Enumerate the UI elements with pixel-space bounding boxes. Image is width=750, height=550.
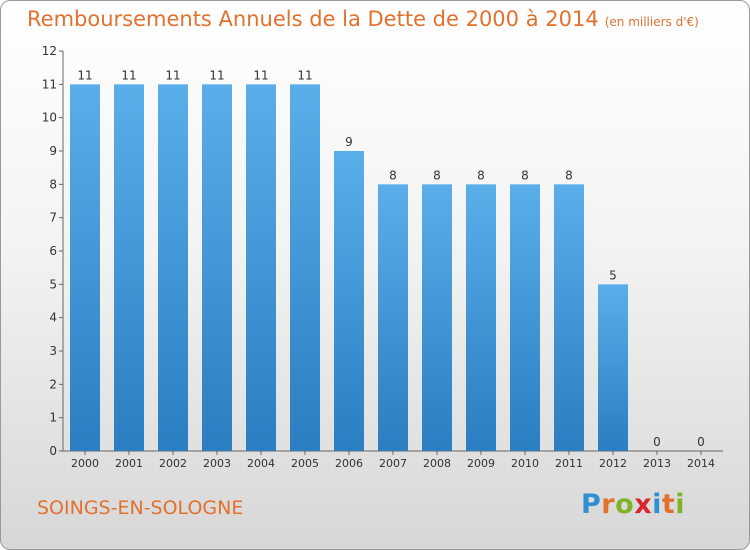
y-tick-label: 4 [49,311,57,325]
x-tick-label: 2002 [159,457,187,470]
y-tick-label: 8 [49,177,57,191]
bar-value-label: 8 [433,168,441,182]
logo-letter: o [615,489,635,520]
bar-value-label: 5 [609,268,617,282]
y-tick-label: 1 [49,411,57,425]
x-tick-label: 2008 [423,457,451,470]
bar-value-label: 0 [697,435,705,449]
chart-unit: (en milliers d'€) [604,15,699,29]
x-tick-label: 2007 [379,457,407,470]
bar-value-label: 11 [297,68,312,82]
logo-letter: i [675,489,686,520]
bar-value-label: 8 [521,168,529,182]
bar-value-label: 8 [477,168,485,182]
x-tick-label: 2009 [467,457,495,470]
chart-bars [70,84,628,452]
x-tick-label: 2004 [247,457,275,470]
x-tick-label: 2011 [555,457,583,470]
y-tick-label: 0 [49,444,57,458]
bar-value-label: 11 [165,68,180,82]
x-tick-label: 2005 [291,457,319,470]
logo-letter: r [601,489,616,520]
bar [290,84,320,451]
y-tick-label: 7 [49,211,57,225]
y-tick-label: 10 [42,111,57,125]
bar-value-label: 11 [121,68,136,82]
bar [554,184,584,452]
bar [158,84,188,451]
bar-value-label: 0 [653,435,661,449]
y-tick-label: 2 [49,377,57,391]
logo-letter: x [634,489,653,520]
y-tick-label: 9 [49,144,57,158]
logo-letter: t [661,489,676,520]
logo-letter: i [652,489,662,520]
bar [378,184,408,452]
x-tick-label: 2014 [687,457,715,470]
y-tick-label: 11 [42,77,57,91]
x-tick-label: 2013 [643,457,671,470]
bar-value-label: 8 [565,168,573,182]
x-tick-label: 2006 [335,457,363,470]
chart-title-text: Remboursements Annuels de la Dette de 20… [27,7,599,31]
x-tick-label: 2012 [599,457,627,470]
y-tick-label: 5 [49,277,57,291]
bar [202,84,232,451]
proxiti-logo: Proxiti [581,489,685,520]
bar [70,84,100,451]
bar [422,184,452,452]
bar-value-label: 11 [77,68,92,82]
y-tick-label: 12 [42,44,57,58]
y-tick-label: 3 [49,344,57,358]
bar-value-label: 11 [209,68,224,82]
bar-value-label: 8 [389,168,397,182]
bar [114,84,144,451]
bar-value-label: 11 [253,68,268,82]
logo-letter: P [581,489,602,520]
chart-labels: 11 2000 11 2001 11 2002 11 2003 11 2004 11 2005 9 200… [71,68,715,470]
bar [510,184,540,452]
bar [334,151,364,451]
x-tick-label: 2000 [71,457,99,470]
x-tick-label: 2010 [511,457,539,470]
commune-name: SOINGS-EN-SOLOGNE [37,497,244,519]
bar [246,84,276,451]
bar [598,284,628,451]
x-tick-label: 2003 [203,457,231,470]
bar [466,184,496,452]
bar-value-label: 9 [345,135,353,149]
x-tick-label: 2001 [115,457,143,470]
y-tick-label: 6 [49,244,57,258]
chart-title: Remboursements Annuels de la Dette de 20… [27,7,699,31]
